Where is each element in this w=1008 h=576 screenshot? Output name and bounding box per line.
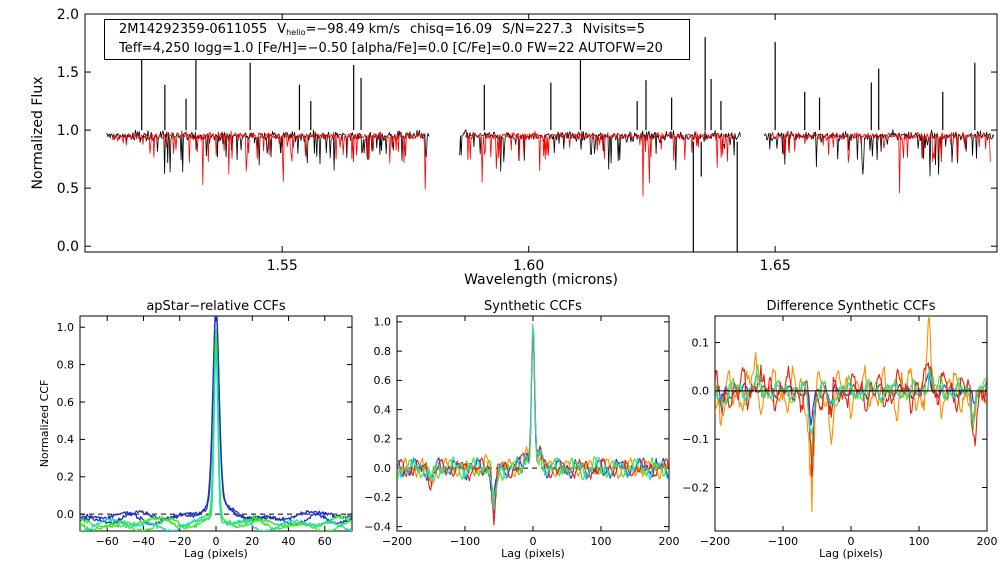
y-tick-label: 1.0: [374, 316, 392, 329]
x-tick-label: −40: [132, 535, 155, 548]
snr-value: S/N=227.3: [502, 22, 573, 37]
x-tick-label: −200: [700, 535, 730, 548]
x-tick-label: 100: [909, 535, 930, 548]
y-tick-label: −0.1: [682, 433, 709, 446]
y-tick-label: 0.0: [692, 385, 710, 398]
x-tick-label: 1.65: [760, 258, 791, 274]
object-id: 2M14292359-0611055: [119, 22, 268, 37]
y-tick-label: 0.5: [57, 181, 79, 197]
y-tick-label: 0.0: [374, 462, 392, 475]
x-tick-label: 0: [848, 535, 855, 548]
synthetic-series-4: [397, 335, 669, 526]
x-axis-label: Wavelength (microns): [464, 272, 618, 288]
model-spectrum: [111, 130, 991, 197]
x-tick-label: −20: [168, 535, 191, 548]
plot-spectrum: 1.55 1.60 1.65 0.0 0.5 1.0 1.5 2.0 Wavelength (m…: [30, 7, 998, 288]
x-tick-label: 1.55: [267, 258, 298, 274]
y-tick-label: 1.0: [57, 123, 79, 139]
y-tick-label: 0.0: [57, 239, 79, 255]
y-tick-label: 1.0: [57, 321, 75, 334]
x-tick-label: −100: [768, 535, 798, 548]
x-tick-label: 60: [318, 535, 332, 548]
y-axis-label: Normalized Flux: [30, 77, 46, 190]
y-tick-label: 0.0: [57, 508, 75, 521]
vhelio-label: V: [277, 22, 287, 37]
chart-title: Synthetic CCFs: [484, 299, 582, 314]
x-tick-label: 1.60: [513, 258, 544, 274]
y-tick-label: 0.6: [57, 396, 75, 409]
chisq-value: chisq=16.09: [409, 22, 493, 37]
difference-traces: [715, 316, 987, 513]
plot-frame: [396, 315, 670, 532]
ccf-series-1: [80, 316, 352, 526]
nvisits-value: Nvisits=5: [582, 22, 646, 37]
vhelio-value: =−98.49 km/s: [305, 22, 400, 37]
plot-synthetic-ccf: −200 −100 0 100 200 −0.4 −0.2 0.0 0.2 0.4 0.6 0.8 1.…: [364, 299, 679, 560]
x-axis-label: Lag (pixels): [184, 547, 248, 560]
info-line-1: 2M14292359-0611055 Vhelio=−98.49 km/s chis…: [119, 22, 689, 41]
spectrum-chip-1: [111, 130, 427, 190]
y-tick-label: 0.6: [374, 374, 392, 387]
difference-series-5: [715, 367, 987, 436]
y-tick-label: 0.1: [692, 336, 710, 349]
vhelio-subscript: helio: [286, 28, 306, 37]
x-tick-label: 20: [245, 535, 259, 548]
difference-series-3: [715, 316, 987, 513]
x-tick-label: 0: [213, 535, 220, 548]
x-tick-label: −100: [450, 535, 480, 548]
spectrum-traces: [106, 37, 995, 252]
y-tick-label: 0.4: [374, 403, 392, 416]
y-tick-label: 0.8: [374, 345, 392, 358]
x-axis-label: Lag (pixels): [501, 547, 565, 560]
x-tick-label: −200: [382, 535, 412, 548]
x-tick-label: −60: [96, 535, 119, 548]
x-tick-label: 0: [530, 535, 537, 548]
spectrum-chip-3: [769, 131, 991, 194]
chart-title: Difference Synthetic CCFs: [766, 299, 935, 314]
y-tick-label: 0.8: [57, 358, 75, 371]
plot-apstar-ccf: −60 −40 −20 0 20 40 60 0.0 0.2 0.4 0.6 0.8 1.0 apStar…: [38, 299, 353, 560]
y-tick-label: 1.5: [57, 65, 79, 81]
y-axis-label: Normalized CCF: [38, 380, 51, 468]
synthetic-series-5: [397, 326, 669, 511]
ccf-series-4: [80, 340, 352, 531]
info-legend-box: 2M14292359-0611055 Vhelio=−98.49 km/s chis…: [104, 19, 690, 60]
y-tick-label: −0.4: [364, 520, 391, 533]
x-tick-label: 40: [282, 535, 296, 548]
plot-difference-ccf: −200 −100 0 100 200 −0.2 −0.1 0.0 0.1 Difference …: [682, 299, 997, 560]
y-tick-label: 0.4: [57, 433, 75, 446]
ccf-series-5: [80, 348, 352, 531]
y-tick-label: 2.0: [57, 7, 79, 23]
x-tick-label: 100: [591, 535, 612, 548]
plot-frame: [84, 13, 998, 253]
y-tick-label: −0.2: [682, 481, 709, 494]
info-line-2: Teff=4,250 logg=1.0 [Fe/H]=−0.50 [alpha/…: [119, 41, 663, 56]
plot-frame: [714, 315, 988, 532]
y-tick-label: 0.2: [374, 433, 392, 446]
x-tick-label: 200: [977, 535, 998, 548]
synthetic-traces: [397, 323, 669, 526]
y-tick-label: −0.2: [364, 491, 391, 504]
ccf-series-2: [80, 316, 352, 526]
x-tick-label: 200: [659, 535, 680, 548]
chart-title: apStar−relative CCFs: [146, 299, 286, 314]
difference-series-4: [715, 362, 987, 477]
y-tick-label: 0.2: [57, 471, 75, 484]
ccf-traces: [80, 316, 352, 531]
spectrum-chip-2: [465, 130, 737, 197]
x-axis-label: Lag (pixels): [819, 547, 883, 560]
